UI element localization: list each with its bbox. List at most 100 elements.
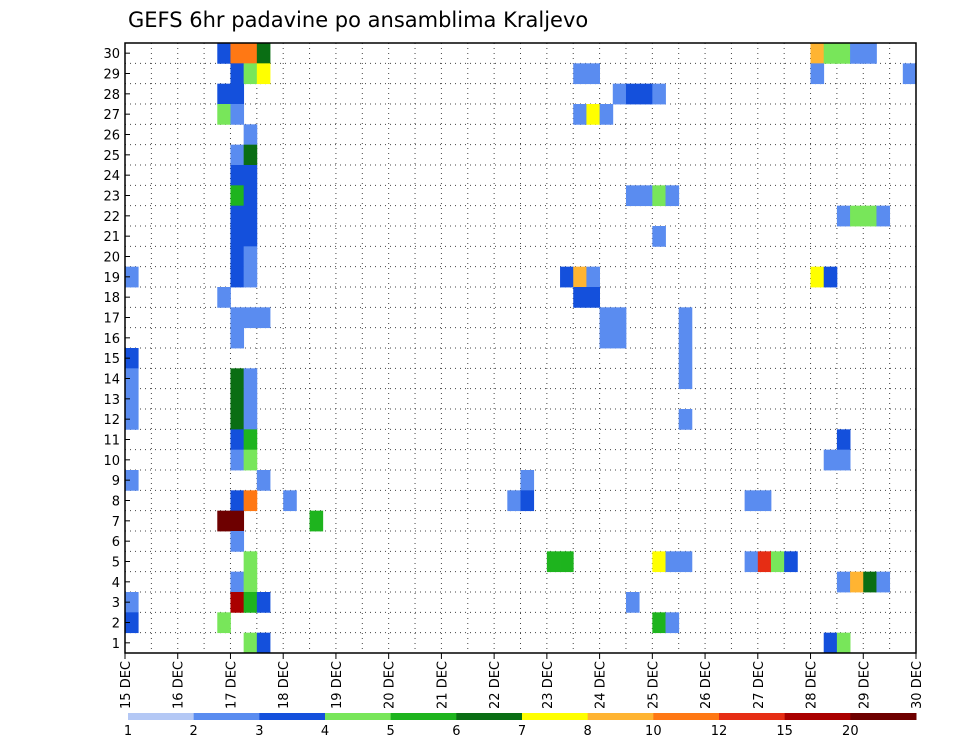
legend-label: 20	[842, 724, 859, 739]
heatmap-cell	[810, 43, 825, 64]
x-tick-label: 30 DEC	[910, 661, 925, 709]
legend-label: 6	[452, 724, 460, 739]
heatmap-cell	[230, 104, 245, 125]
y-axis-ticks: 1234567891011121314151617181920212223242…	[103, 47, 130, 652]
heatmap-cell	[678, 551, 693, 573]
heatmap-cell	[612, 327, 627, 349]
heatmap-cell	[125, 592, 139, 613]
heatmap-cell	[230, 327, 245, 349]
y-tick-label: 13	[103, 393, 120, 408]
y-tick-label: 8	[112, 495, 120, 510]
legend-swatch	[522, 713, 589, 720]
heatmap-cell	[823, 449, 838, 471]
heatmap-cell	[573, 104, 587, 125]
y-tick-label: 23	[103, 190, 120, 205]
chart-title: GEFS 6hr padavine po ansamblima Kraljevo	[128, 8, 588, 32]
heatmap-cell	[586, 287, 600, 308]
heatmap-cell	[217, 287, 231, 308]
y-tick-label: 30	[103, 47, 120, 62]
heatmap-cell	[243, 205, 258, 227]
legend-label: 12	[711, 724, 728, 739]
heatmap-cell	[678, 368, 693, 390]
heatmap-cell	[230, 83, 245, 105]
heatmap-cell	[243, 246, 258, 268]
y-tick-label: 12	[103, 413, 120, 428]
heatmap-cell	[902, 63, 917, 85]
heatmap-cell	[678, 327, 693, 349]
heatmap-cell	[230, 388, 245, 410]
heatmap-cell	[243, 490, 258, 512]
heatmap-cell	[125, 266, 139, 288]
heatmap-cell	[599, 104, 614, 125]
heatmap-cell	[770, 551, 785, 573]
heatmap-cell	[836, 449, 851, 471]
heatmap-cell	[230, 226, 245, 247]
heatmap-cell	[810, 266, 825, 288]
heatmap-cell	[586, 63, 600, 85]
heatmap-cell	[230, 63, 245, 85]
heatmap-cell	[836, 205, 851, 227]
y-tick-label: 1	[112, 637, 120, 652]
heatmap-cell	[823, 632, 838, 654]
x-tick-label: 25 DEC	[646, 661, 661, 709]
legend-label: 5	[387, 724, 395, 739]
heatmap-cell	[243, 266, 258, 288]
x-tick-label: 22 DEC	[488, 661, 503, 709]
heatmap-cell	[230, 266, 245, 288]
grid-lines	[125, 43, 916, 653]
heatmap-cell	[230, 409, 245, 430]
heatmap-cell	[850, 43, 864, 64]
heatmap-cell	[243, 144, 258, 166]
heatmap-cell	[639, 83, 653, 105]
heatmap-cell	[230, 165, 245, 186]
heatmap-cell	[243, 43, 258, 64]
heatmap-cell	[217, 104, 231, 125]
heatmap-cell	[784, 551, 798, 573]
heatmap-cell	[125, 470, 139, 491]
heatmap-cell	[625, 592, 640, 613]
x-tick-label: 23 DEC	[541, 661, 556, 709]
y-tick-label: 14	[103, 373, 120, 388]
heatmap-cell	[823, 43, 838, 64]
y-tick-label: 4	[112, 576, 120, 591]
heatmap-cell	[243, 592, 258, 613]
y-tick-label: 6	[112, 535, 120, 550]
x-tick-label: 24 DEC	[594, 661, 609, 709]
heatmap-cell	[639, 185, 653, 207]
heatmap-cell	[744, 490, 759, 512]
heatmap-cell	[836, 571, 851, 593]
heatmap-cell	[652, 612, 666, 634]
heatmap-cell	[243, 388, 258, 410]
heatmap-cell	[863, 571, 877, 593]
heatmap-cell	[283, 490, 297, 512]
legend-swatch	[193, 713, 260, 720]
heatmap-cell	[309, 510, 324, 532]
heatmap-cell	[573, 266, 587, 288]
y-tick-label: 16	[103, 332, 120, 347]
heatmap-cell	[836, 632, 851, 654]
heatmap-cell	[625, 185, 640, 207]
y-tick-label: 7	[112, 515, 120, 530]
legend-swatch	[653, 713, 720, 720]
y-tick-label: 21	[103, 230, 120, 245]
heatmap-cell	[256, 592, 271, 613]
heatmap-cell	[586, 104, 600, 125]
heatmap-cell	[560, 551, 574, 573]
heatmap-cell	[217, 43, 231, 64]
legend-label: 1	[124, 724, 132, 739]
heatmap-cell	[678, 409, 693, 430]
y-tick-label: 22	[103, 210, 120, 225]
heatmap-cell	[217, 510, 231, 532]
legend-swatch	[784, 713, 851, 720]
y-tick-label: 17	[103, 312, 120, 327]
heatmap-cell	[243, 429, 258, 451]
legend-swatch	[325, 713, 392, 720]
heatmap-cell	[230, 43, 245, 64]
y-tick-label: 2	[112, 617, 120, 632]
legend-label: 7	[518, 724, 526, 739]
heatmap-cell	[230, 490, 245, 512]
heatmap-cell	[217, 612, 231, 634]
heatmap-cell	[243, 551, 258, 573]
heatmap-cell	[625, 83, 640, 105]
